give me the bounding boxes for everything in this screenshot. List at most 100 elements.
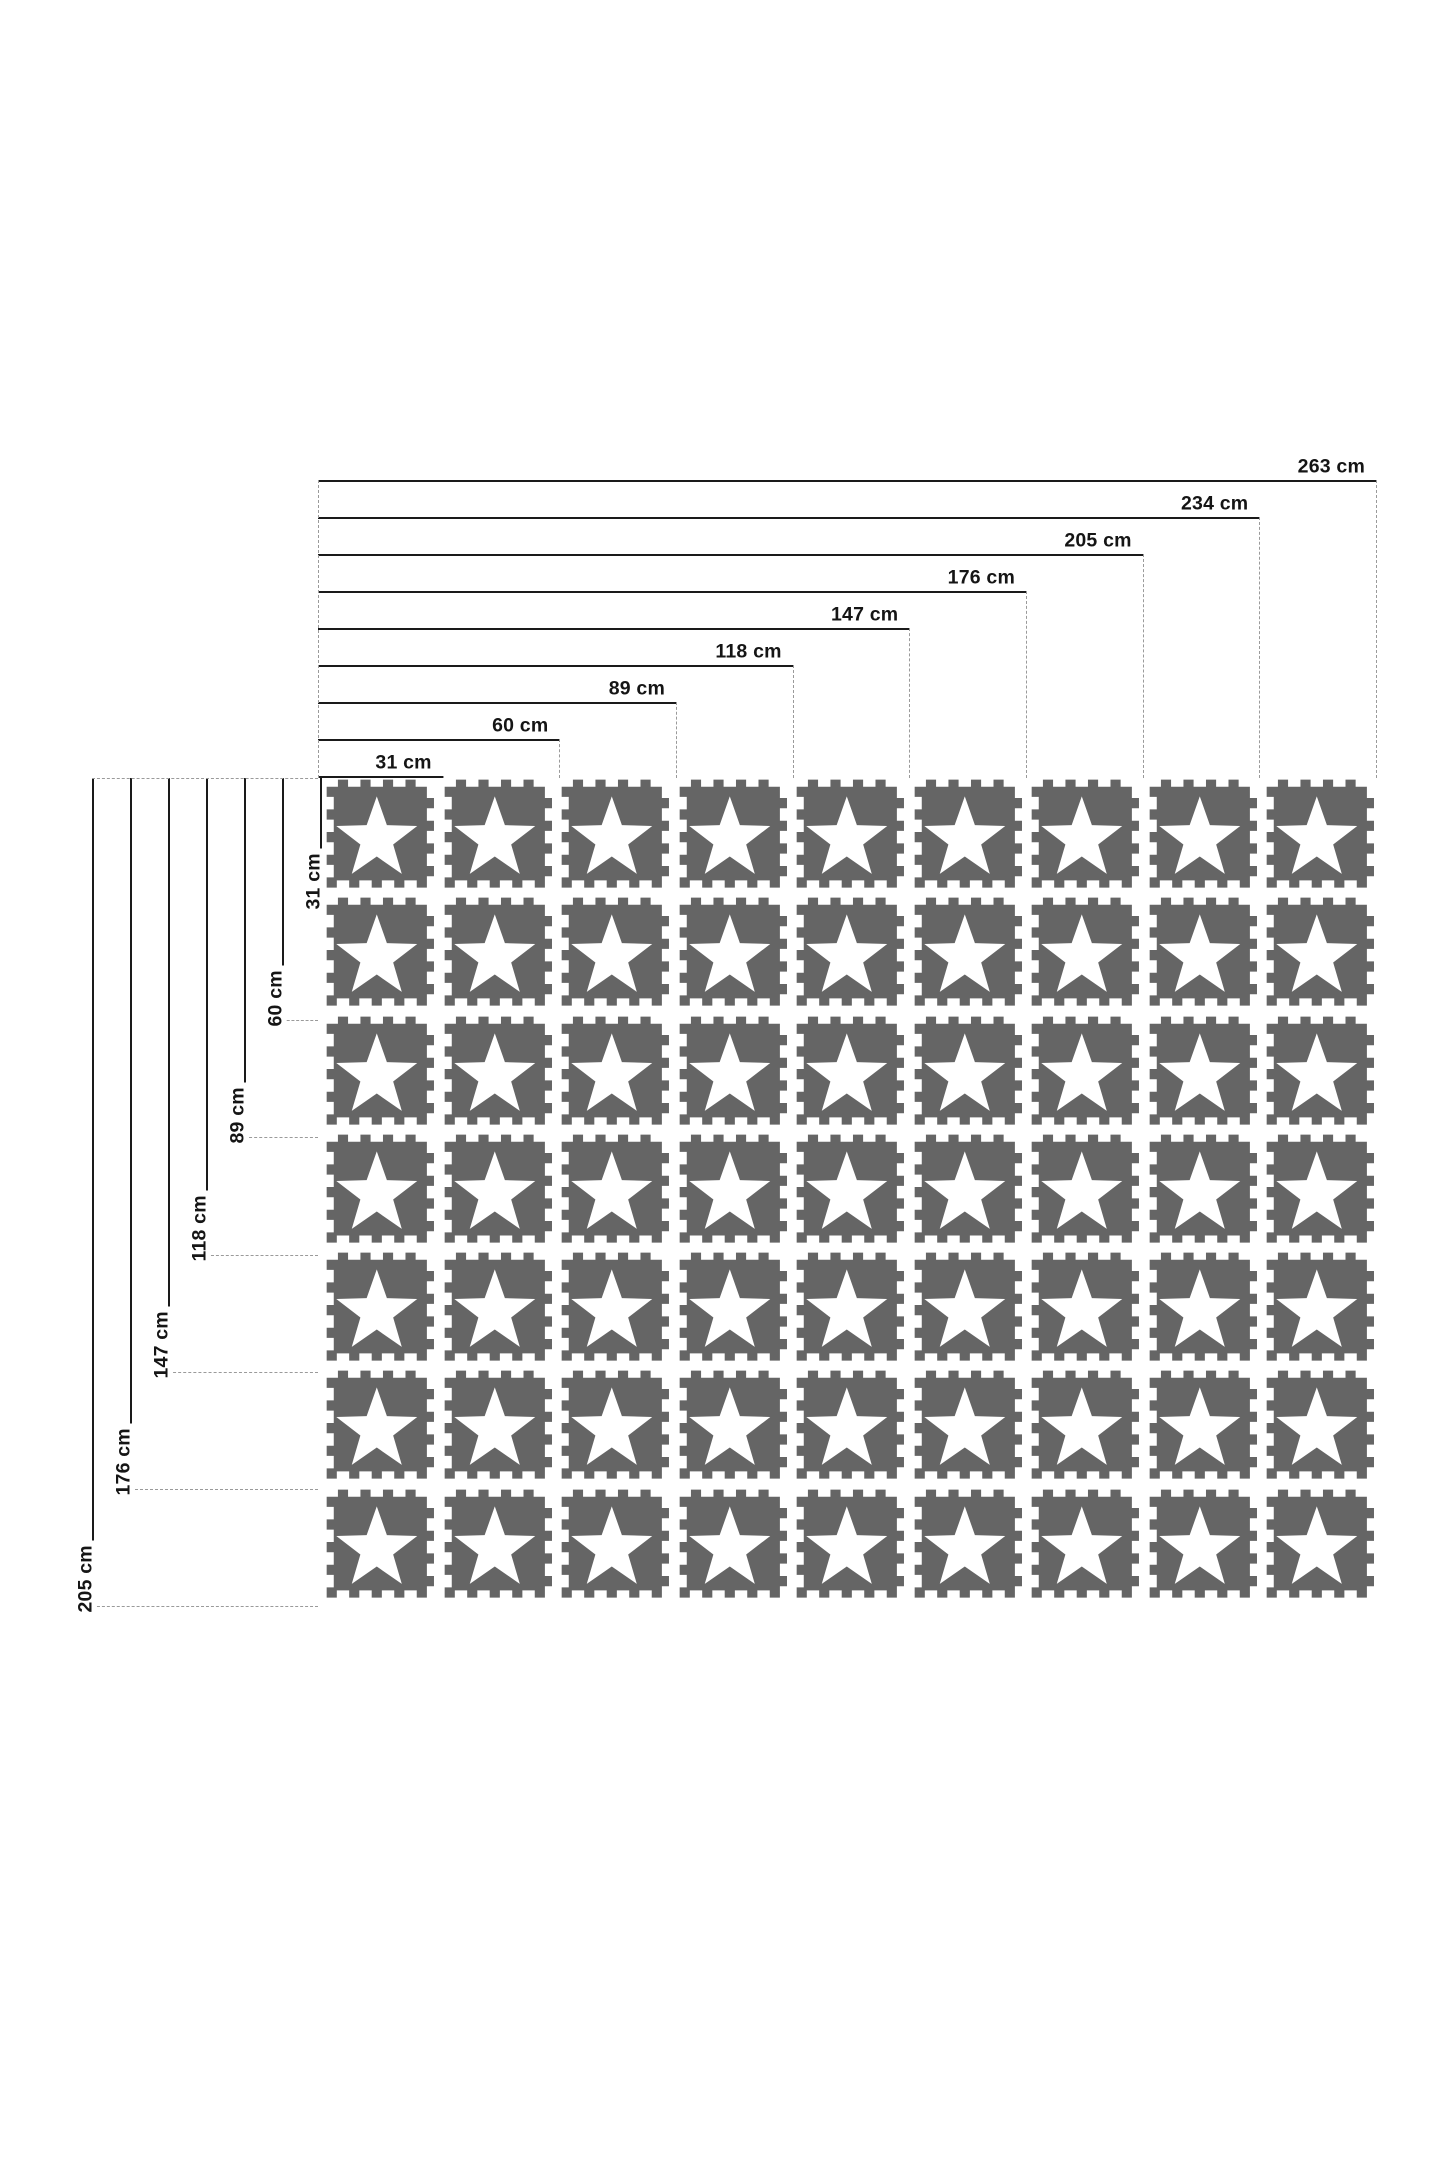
vertical-dimension-line [244,778,246,1138]
puzzle-mat [318,778,1376,1606]
star-icon [453,1387,535,1466]
puzzle-mat-tile [1141,896,1259,1014]
puzzle-mat-tile [1023,778,1141,896]
puzzle-mat-tile [906,1369,1024,1487]
vertical-dimension-line [320,778,322,904]
horizontal-extension-line [1376,480,1377,778]
star-icon [806,1387,888,1466]
horizontal-dimension-line [318,480,1376,482]
horizontal-origin-extension-line [318,480,319,778]
horizontal-extension-line [1259,517,1261,778]
star-icon [924,1506,1006,1584]
puzzle-mat-tile [788,778,906,896]
star-icon [688,914,770,993]
puzzle-mat-tile [553,1133,671,1251]
puzzle-mat-tile [1023,1369,1141,1487]
vertical-dimension-line [130,778,132,1489]
puzzle-mat-tile [906,1015,1024,1133]
star-icon [924,1151,1006,1229]
puzzle-mat-tile [1258,1369,1376,1487]
puzzle-mat-tile [436,1251,554,1369]
puzzle-mat-tile [1023,1488,1141,1606]
star-icon [1276,1151,1358,1229]
puzzle-mat-tile [1141,1488,1259,1606]
puzzle-mat-tile [1141,1133,1259,1251]
star-icon [1276,1032,1358,1111]
vertical-dimension-line [282,778,284,1021]
puzzle-mat-tile [1258,1133,1376,1251]
horizontal-dimension-label: 176 cm [942,568,1020,588]
star-icon [1276,1269,1358,1347]
puzzle-mat-tile [788,1015,906,1133]
puzzle-mat-tile [436,778,554,896]
puzzle-mat-tile [553,778,671,896]
puzzle-mat-tile [318,1015,436,1133]
puzzle-mat-tile [671,778,789,896]
star-icon [1159,1032,1241,1111]
horizontal-dimension-label: 118 cm [710,642,787,662]
puzzle-mat-tile [1023,896,1141,1014]
puzzle-mat-tile [436,1015,554,1133]
puzzle-mat-tile [318,1251,436,1369]
vertical-dimension-label: 60 cm [265,965,287,1032]
vertical-extension-line [244,1137,318,1139]
horizontal-dimension-line [318,517,1260,519]
horizontal-extension-line [1026,591,1027,778]
vertical-dimension-line [168,778,170,1372]
vertical-extension-line [282,1020,318,1022]
vertical-dimension-label: 205 cm [75,1540,97,1618]
puzzle-mat-tile [906,1488,1024,1606]
star-icon [806,1269,888,1347]
puzzle-mat-tile [553,1251,671,1369]
star-icon [453,1151,535,1229]
star-icon [336,1506,418,1584]
star-icon [1041,1506,1123,1584]
puzzle-mat-tile [671,1251,789,1369]
puzzle-mat-tile [671,896,789,1014]
star-icon [571,1269,653,1347]
star-icon [1041,1387,1123,1466]
star-icon [924,1269,1006,1347]
puzzle-mat-tile [553,896,671,1014]
puzzle-mat-tile [1141,1369,1259,1487]
horizontal-dimension-label: 205 cm [1059,531,1137,551]
horizontal-extension-line [1142,554,1144,778]
star-icon [1276,1387,1358,1466]
puzzle-mat-tile [1023,1133,1141,1251]
puzzle-mat-tile [671,1015,789,1133]
puzzle-mat-tile [906,778,1024,896]
horizontal-extension-line [559,739,561,778]
puzzle-mat-tile [788,1369,906,1487]
star-icon [806,1032,888,1111]
puzzle-mat-tile [906,1133,1024,1251]
puzzle-mat-tile [436,1488,554,1606]
star-icon [924,1032,1006,1111]
puzzle-mat-tile [553,1488,671,1606]
vertical-origin-extension-line [92,778,318,779]
vertical-dimension-label: 176 cm [113,1423,135,1501]
star-icon [1041,1151,1123,1229]
star-icon [688,1151,770,1229]
puzzle-mat-tile [1258,778,1376,896]
puzzle-mat-tile [1258,1251,1376,1369]
puzzle-mat-tile [1258,1015,1376,1133]
mat-tile-grid [318,778,1376,1606]
star-icon [1041,796,1123,874]
star-icon [1159,1387,1241,1466]
star-icon [336,1269,418,1347]
star-icon [688,1032,770,1111]
horizontal-extension-line [909,628,911,778]
star-icon [453,1032,535,1111]
puzzle-mat-tile [436,896,554,1014]
puzzle-mat-tile [788,1251,906,1369]
puzzle-mat-tile [318,1133,436,1251]
star-icon [1041,1032,1123,1111]
horizontal-dimension-line [318,665,793,667]
star-icon [571,1032,653,1111]
puzzle-mat-tile [1141,1015,1259,1133]
star-icon [688,1269,770,1347]
vertical-dimension-line [206,778,208,1255]
star-icon [806,914,888,993]
star-icon [336,1387,418,1466]
puzzle-mat-tile [671,1133,789,1251]
